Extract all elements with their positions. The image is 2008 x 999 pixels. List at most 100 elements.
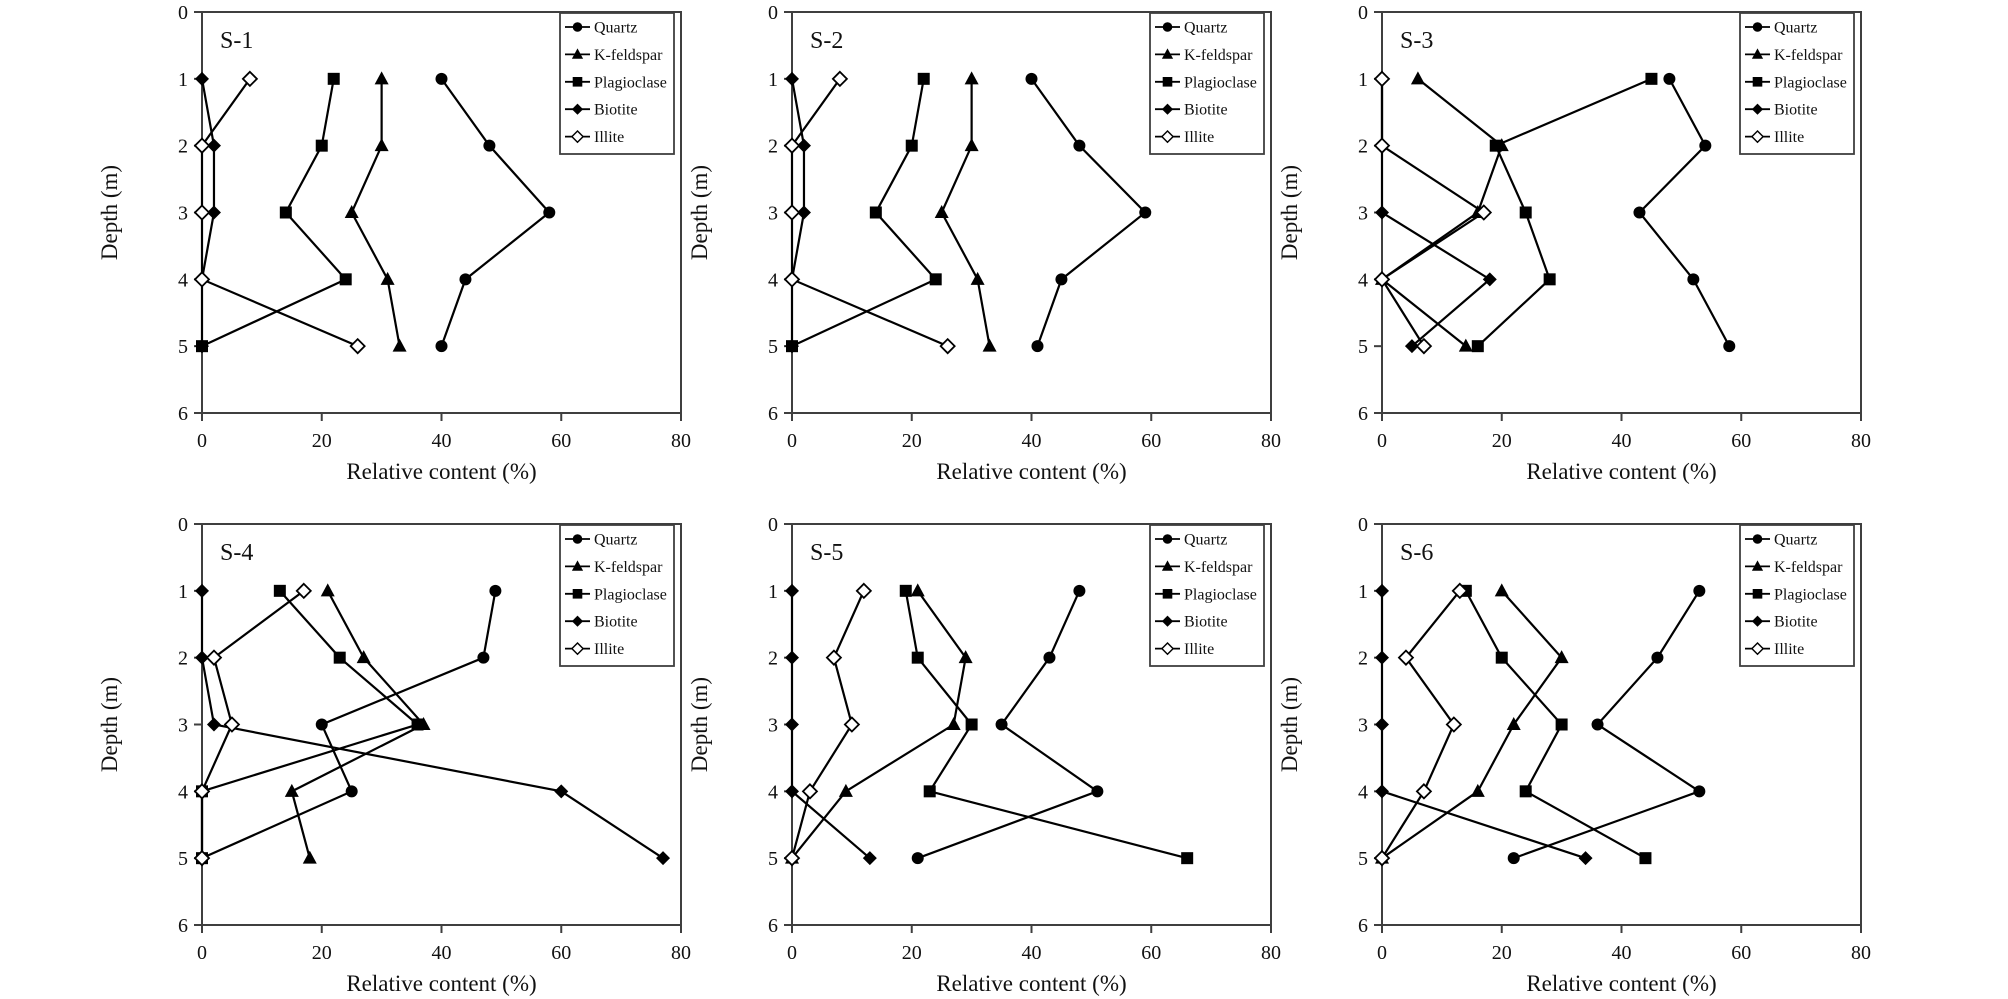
x-axis-ticks: 0 20 40 60 80 [197,413,691,452]
data-point [1375,205,1389,220]
circle-icon [1162,534,1173,544]
legend-item-quartz: Quartz [1745,20,1818,37]
legend-label: Plagioclase [1184,74,1257,91]
x-tick-label: 60 [1731,430,1751,452]
data-point [1723,340,1736,353]
x-axis-title: Relative content (%) [1526,459,1716,484]
data-point [380,271,395,285]
data-point [193,783,211,800]
x-tick-label: 80 [1261,430,1281,452]
chart-title: S-1 [220,28,253,54]
data-point [333,651,346,664]
series-quartz [1633,72,1736,353]
square-icon [1162,77,1173,87]
data-point [1663,72,1676,85]
data-point [284,783,299,797]
legend-label: Illite [594,641,624,658]
data-point [195,339,209,354]
legend-item-quartz: Quartz [1155,20,1228,37]
data-point [995,718,1008,731]
x-axis-ticks: 0 20 40 60 80 [787,925,1281,964]
x-tick-label: 20 [902,430,922,452]
data-point [435,340,448,353]
series-line [350,78,401,347]
series-quartz [1507,584,1706,865]
data-point [1591,718,1604,731]
data-point [1687,273,1700,286]
legend-label: Plagioclase [594,586,667,603]
data-point [1506,717,1521,730]
series-quartz [435,72,556,353]
legend-item-illite: Illite [565,641,624,658]
data-point [483,139,496,152]
y-axis-ticks: 0 1 2 3 4 5 6 [1358,2,1382,425]
legend-label: Quartz [1184,20,1228,37]
x-axis-ticks: 0 20 40 60 80 [787,413,1281,452]
y-tick-label: 6 [178,915,188,937]
legend: Quartz K-feldspar Plagioclase Biotite Illite [1739,12,1855,155]
legend-item-illite: Illite [1155,129,1214,146]
x-axis-title: Relative content (%) [1526,971,1716,996]
legend-item-kfeldspar: K-feldspar [565,47,663,64]
legend-label: Plagioclase [1774,586,1847,603]
x-tick-label: 20 [1492,430,1512,452]
circle-icon [572,22,583,32]
data-point [910,583,925,597]
series-line [1380,590,1586,860]
x-tick-label: 60 [1731,942,1751,964]
data-point [656,851,671,866]
data-point [982,338,997,352]
series-biotite [785,583,877,866]
data-point [1554,650,1569,664]
circle-icon [1752,22,1763,32]
y-axis-ticks: 0 1 2 3 4 5 6 [178,514,202,937]
chart-title: S-3 [1400,28,1433,54]
data-point [783,271,801,288]
data-point [1494,583,1509,597]
legend-item-biotite: Biotite [565,614,638,631]
legend-item-illite: Illite [565,129,624,146]
diamond-open-icon [570,641,585,656]
data-point [1375,650,1389,665]
data-point [1458,338,1473,352]
y-tick-label: 6 [1358,403,1368,425]
y-axis-title: Depth (m) [1277,165,1302,260]
data-point [783,849,801,867]
legend-item-illite: Illite [1745,129,1804,146]
data-point [195,71,209,86]
data-point [905,139,918,152]
legend: Quartz K-feldspar Plagioclase Biotite Illite [559,12,675,155]
data-point [205,649,223,666]
data-point [320,583,335,597]
legend-label: Plagioclase [1184,586,1257,603]
data-point [911,651,924,664]
triangle-icon [1161,560,1174,571]
series-illite [193,582,313,867]
triangle-icon [571,48,584,59]
y-tick-label: 3 [768,203,778,225]
data-point [964,138,979,152]
data-point [279,206,292,219]
y-tick-label: 4 [1358,781,1368,803]
series-plagioclase [1459,584,1652,865]
x-tick-label: 20 [312,430,332,452]
data-point [193,849,211,867]
x-tick-label: 0 [1377,942,1387,964]
y-tick-label: 6 [178,403,188,425]
legend-label: Quartz [1774,20,1818,37]
y-tick-label: 2 [178,648,188,670]
y-tick-label: 2 [178,136,188,158]
data-point [1475,204,1493,221]
y-tick-label: 4 [1358,269,1368,291]
y-tick-label: 1 [1358,581,1368,603]
y-axis-title: Depth (m) [97,165,122,260]
y-tick-label: 2 [1358,648,1368,670]
x-tick-label: 40 [1612,430,1632,452]
x-axis-ticks: 0 20 40 60 80 [1377,925,1871,964]
data-point [195,650,209,665]
diamond-open-icon [1750,129,1765,144]
y-axis-title: Depth (m) [97,677,122,772]
y-tick-label: 5 [768,336,778,358]
data-point [1404,339,1419,354]
legend-label: Biotite [1774,614,1818,631]
